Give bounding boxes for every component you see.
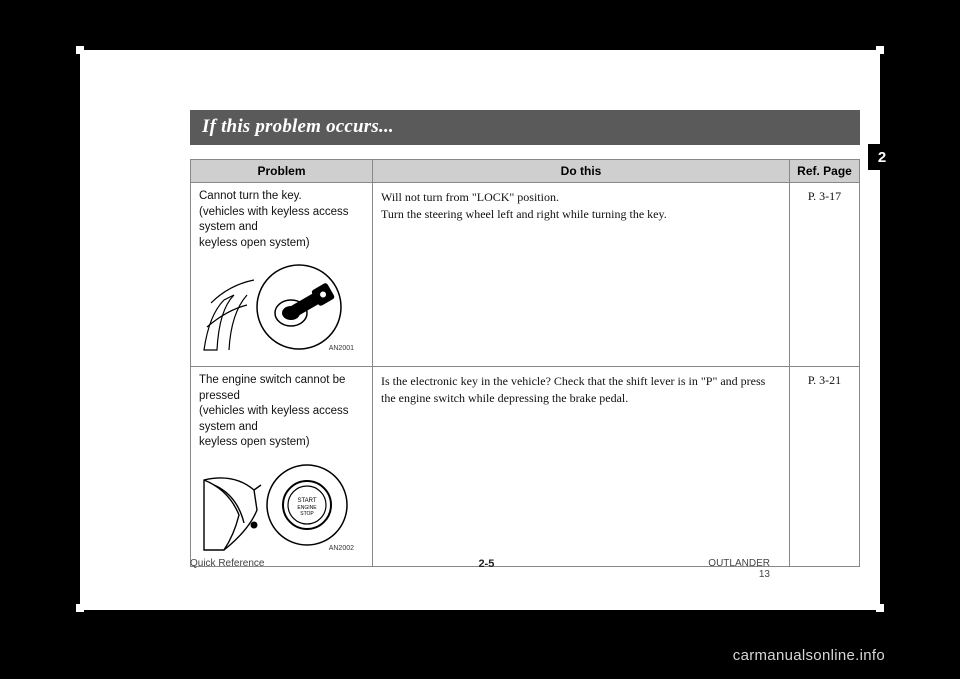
illustration-tag: AN2001	[329, 345, 354, 352]
chapter-tab: 2	[868, 144, 896, 170]
table-row: Cannot turn the key.(vehicles with keyle…	[191, 183, 860, 367]
watermark: carmanualsonline.info	[733, 647, 885, 664]
content-area: If this problem occurs... 2 Problem Do t…	[190, 110, 860, 567]
page-number: 2-5	[478, 558, 494, 570]
do-this-cell: Is the electronic key in the vehicle? Ch…	[373, 367, 790, 567]
do-this-cell: Will not turn from "LOCK" position.Turn …	[373, 183, 790, 367]
ref-page-cell: P. 3-21	[790, 367, 860, 567]
col-ref: Ref. Page	[790, 160, 860, 183]
page: If this problem occurs... 2 Problem Do t…	[80, 50, 880, 610]
table-row: The engine switch cannot be pressed(vehi…	[191, 367, 860, 567]
problem-cell: Cannot turn the key.(vehicles with keyle…	[191, 183, 373, 367]
footer-model: OUTLANDER	[708, 558, 770, 569]
problem-cell: The engine switch cannot be pressed(vehi…	[191, 367, 373, 567]
illustration-start-button: START ENGINE STOP AN2002	[199, 455, 364, 560]
stage: If this problem occurs... 2 Problem Do t…	[0, 0, 960, 679]
footer-section: Quick Reference	[190, 558, 264, 569]
illustration-key: AN2001	[199, 255, 364, 360]
page-footer: Quick Reference 2-5 OUTLANDER 13	[80, 558, 880, 580]
problem-text: Cannot turn the key.(vehicles with keyle…	[199, 189, 364, 251]
footer-left: Quick Reference	[190, 558, 264, 580]
table-header-row: Problem Do this Ref. Page	[191, 160, 860, 183]
ref-page-cell: P. 3-17	[790, 183, 860, 367]
footer-year: 13	[708, 569, 770, 580]
footer-center: 2-5	[478, 558, 494, 580]
section-title: If this problem occurs...	[190, 110, 860, 145]
svg-text:STOP: STOP	[300, 511, 314, 517]
col-do-this: Do this	[373, 160, 790, 183]
col-problem: Problem	[191, 160, 373, 183]
problem-text: The engine switch cannot be pressed(vehi…	[199, 373, 364, 451]
illustration-tag: AN2002	[329, 545, 354, 552]
footer-right: OUTLANDER 13	[708, 558, 770, 580]
problems-table: Problem Do this Ref. Page Cannot turn th…	[190, 159, 860, 567]
svg-text:START: START	[297, 498, 316, 504]
